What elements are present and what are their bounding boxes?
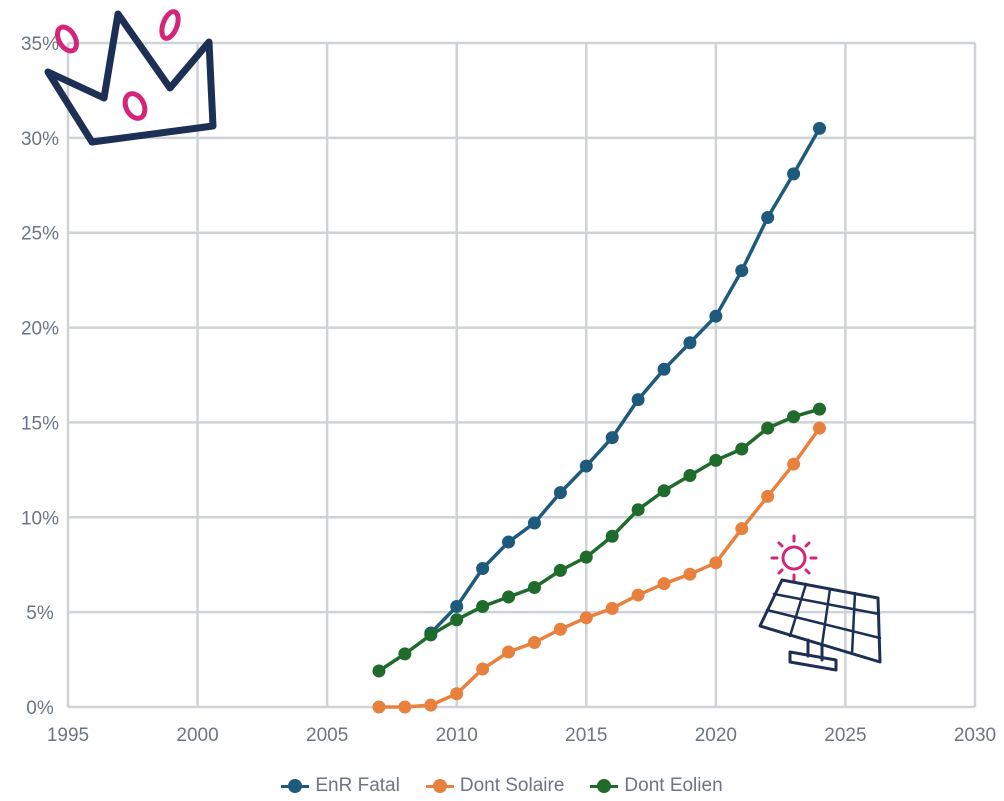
data-point bbox=[476, 599, 490, 613]
legend-label: Dont Solaire bbox=[459, 775, 565, 796]
series-dont-solaire bbox=[372, 421, 827, 714]
data-point bbox=[553, 486, 567, 500]
data-point bbox=[605, 529, 619, 543]
legend-swatch-icon bbox=[281, 779, 310, 793]
y-axis-ticks: 0% 5% 10% 15% 20% 25% 30% 35% bbox=[21, 34, 59, 719]
chart-series bbox=[372, 121, 827, 714]
x-tick-label: 2020 bbox=[695, 725, 737, 746]
data-point bbox=[683, 567, 697, 581]
chart-grid bbox=[66, 41, 977, 709]
series-line bbox=[378, 407, 821, 673]
x-tick-label: 1995 bbox=[47, 725, 89, 746]
x-tick-label: 2015 bbox=[565, 725, 607, 746]
x-tick-label: 2010 bbox=[436, 725, 478, 746]
series-line bbox=[378, 427, 821, 709]
data-point bbox=[631, 393, 645, 407]
solar-panel-icon bbox=[758, 534, 882, 672]
data-point bbox=[553, 563, 567, 577]
data-point bbox=[450, 687, 464, 701]
data-point bbox=[579, 459, 593, 473]
x-axis-ticks: 1995 2000 2005 2010 2015 2020 2025 2030 bbox=[47, 725, 996, 746]
series-dont-eolien bbox=[372, 402, 827, 678]
data-point bbox=[683, 469, 697, 483]
x-tick-label: 2005 bbox=[306, 725, 348, 746]
data-point bbox=[787, 410, 801, 424]
data-point bbox=[813, 402, 827, 416]
data-point bbox=[657, 484, 671, 498]
y-tick-label: 0% bbox=[26, 698, 54, 719]
data-point bbox=[709, 453, 723, 467]
data-point bbox=[787, 457, 801, 471]
data-point bbox=[787, 167, 801, 181]
legend-label: Dont Eolien bbox=[624, 775, 723, 796]
y-tick-label: 10% bbox=[21, 508, 59, 529]
legend-item: Dont Eolien bbox=[590, 775, 723, 797]
data-point bbox=[605, 431, 619, 445]
data-point bbox=[657, 362, 671, 376]
data-point bbox=[735, 522, 749, 536]
data-point bbox=[813, 421, 827, 435]
chart-legend: EnR Fatal Dont Solaire Dont Eolien bbox=[0, 772, 1004, 800]
y-tick-label: 5% bbox=[26, 603, 54, 624]
data-point bbox=[735, 264, 749, 278]
data-point bbox=[398, 647, 412, 661]
x-tick-label: 2025 bbox=[824, 725, 866, 746]
data-point bbox=[709, 556, 723, 570]
x-tick-label: 2030 bbox=[954, 725, 996, 746]
data-point bbox=[372, 700, 386, 714]
data-point bbox=[657, 577, 671, 591]
data-point bbox=[450, 613, 464, 627]
data-point bbox=[605, 601, 619, 615]
data-point bbox=[502, 590, 516, 604]
data-point bbox=[398, 700, 412, 714]
data-point bbox=[631, 588, 645, 602]
data-point bbox=[761, 489, 775, 503]
data-point bbox=[476, 562, 490, 576]
x-tick-label: 2000 bbox=[176, 725, 218, 746]
legend-item: Dont Solaire bbox=[425, 775, 565, 797]
legend-label: EnR Fatal bbox=[315, 775, 400, 796]
data-point bbox=[476, 662, 490, 676]
data-point bbox=[527, 580, 541, 594]
data-point bbox=[450, 599, 464, 613]
data-point bbox=[709, 309, 723, 323]
y-tick-label: 15% bbox=[21, 413, 59, 434]
data-point bbox=[424, 698, 438, 712]
data-point bbox=[579, 611, 593, 625]
data-point bbox=[631, 503, 645, 517]
data-point bbox=[502, 535, 516, 549]
data-point bbox=[372, 664, 386, 678]
data-point bbox=[683, 336, 697, 350]
legend-swatch-icon bbox=[590, 779, 619, 793]
data-point bbox=[579, 550, 593, 564]
data-point bbox=[735, 442, 749, 456]
data-point bbox=[761, 421, 775, 435]
y-tick-label: 35% bbox=[21, 34, 59, 55]
series-enr-fatal bbox=[424, 121, 827, 640]
series-line bbox=[429, 127, 822, 635]
y-tick-label: 30% bbox=[21, 129, 59, 150]
y-tick-label: 20% bbox=[21, 319, 59, 340]
data-point bbox=[553, 622, 567, 636]
data-point bbox=[424, 628, 438, 642]
data-point bbox=[813, 121, 827, 135]
y-tick-label: 25% bbox=[21, 224, 59, 245]
legend-item: EnR Fatal bbox=[281, 775, 400, 797]
data-point bbox=[527, 635, 541, 649]
crown-icon bbox=[44, 9, 217, 146]
data-point bbox=[761, 211, 775, 225]
data-point bbox=[502, 645, 516, 659]
legend-swatch-icon bbox=[425, 779, 454, 793]
data-point bbox=[527, 516, 541, 530]
